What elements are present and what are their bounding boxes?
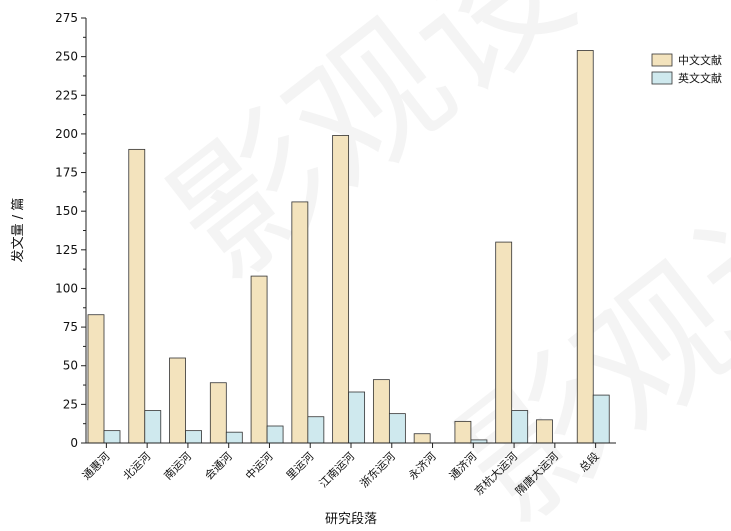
bar-cn	[128, 148, 146, 444]
bar-cn	[250, 275, 268, 444]
legend-label: 中文文献	[678, 53, 722, 67]
bar-cn	[454, 420, 472, 444]
bar-cn	[536, 419, 553, 444]
bar-cn	[413, 433, 431, 444]
y-tick-label: 125	[55, 243, 78, 257]
bar-en	[388, 413, 406, 444]
x-category-label: 通惠河	[79, 449, 112, 482]
bar-en	[348, 391, 366, 444]
y-axis-title: 发文量 / 篇	[10, 198, 26, 263]
x-category-label: 会通河	[202, 450, 235, 483]
bar-en	[144, 410, 162, 444]
y-axis: 0 25 50 75 100 125 150 175 200 225 250 275	[55, 11, 87, 450]
bar-cn	[209, 382, 227, 444]
x-category-label: 北运河	[121, 450, 154, 483]
x-category-label: 中运河	[243, 450, 276, 483]
watermark: 影观设 影观设	[141, 0, 731, 531]
watermark-text: 影观设	[141, 0, 603, 312]
y-tick-label: 200	[55, 127, 78, 141]
y-tick-label: 100	[55, 281, 78, 295]
bar-cn	[372, 379, 390, 444]
y-tick-label: 250	[55, 50, 78, 64]
legend-label: 英文文献	[678, 71, 722, 85]
bar-cn	[576, 50, 594, 444]
y-tick-label: 150	[55, 204, 78, 218]
legend-swatch	[651, 53, 673, 67]
bar-cn	[169, 357, 186, 444]
x-category-label: 永济河	[405, 449, 438, 482]
y-tick-label: 25	[63, 397, 78, 411]
bar-en	[225, 431, 243, 444]
legend-swatch	[651, 71, 673, 85]
bar-en	[266, 425, 284, 444]
x-axis-title: 研究段落	[325, 512, 377, 527]
bar-en	[592, 394, 610, 444]
x-category-label: 浙东运河	[358, 450, 398, 490]
y-tick-label: 275	[55, 11, 78, 25]
bar-en	[511, 410, 529, 444]
bar-cn	[495, 241, 513, 444]
y-tick-label: 0	[70, 436, 78, 450]
y-tick-label: 75	[63, 320, 78, 334]
bar-cn	[291, 201, 309, 444]
bar-en	[185, 430, 202, 444]
x-category-label: 南运河	[162, 450, 195, 483]
y-tick-label: 50	[63, 359, 78, 373]
x-category-label: 江南运河	[317, 450, 357, 490]
bar-cn	[87, 314, 105, 444]
bar-en	[307, 416, 325, 444]
bar-en	[103, 430, 121, 444]
y-tick-label: 175	[55, 166, 78, 180]
bar-cn	[332, 135, 350, 444]
bars	[87, 50, 610, 444]
x-category-label: 里运河	[284, 450, 317, 483]
y-tick-label: 225	[55, 88, 78, 102]
